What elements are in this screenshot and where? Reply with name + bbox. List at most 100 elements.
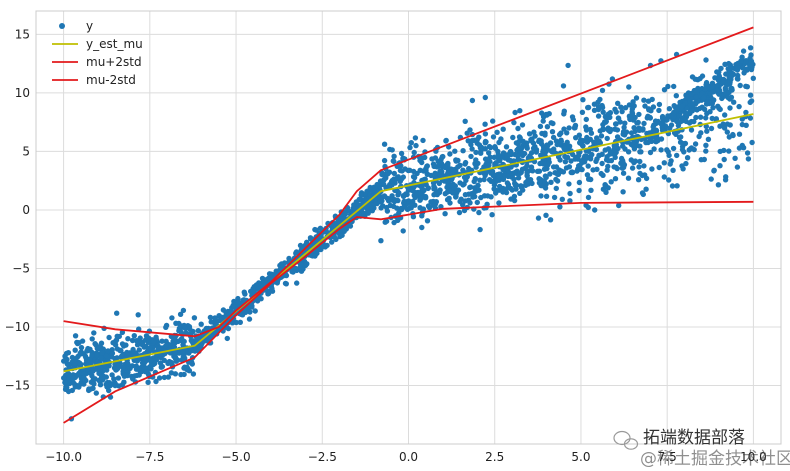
scatter-point — [191, 315, 198, 321]
line-mu-2std — [63, 26, 754, 338]
scatter-point — [92, 341, 98, 347]
scatter-point — [612, 121, 619, 127]
scatter-point — [231, 304, 238, 310]
scatter-point — [643, 186, 649, 192]
scatter-point — [398, 205, 404, 212]
scatter-point — [500, 174, 507, 180]
scatter-point — [471, 189, 477, 196]
scatter-point — [498, 136, 504, 142]
line-mu-2std — [63, 200, 754, 424]
scatter-point — [576, 152, 582, 159]
watermark-line2: @稀土掘金技术社区 — [640, 449, 790, 469]
scatter-point — [621, 124, 627, 131]
scatter-point — [396, 190, 402, 196]
scatter-point — [703, 148, 709, 154]
scatter-point — [290, 267, 296, 274]
scatter-point — [163, 338, 169, 344]
scatter-point — [617, 119, 623, 125]
scatter-point — [620, 170, 627, 176]
scatter-point — [145, 379, 151, 385]
scatter-point — [721, 156, 727, 163]
scatter-point — [540, 118, 546, 124]
scatter-point — [553, 176, 559, 183]
scatter-point — [212, 315, 218, 321]
scatter-point — [246, 316, 253, 322]
scatter-point — [715, 182, 722, 188]
scatter-point — [515, 175, 522, 181]
scatter-point — [168, 370, 175, 376]
scatter-point — [90, 385, 96, 391]
watermark: 拓端数据部落 @稀土掘金技术社区 — [613, 428, 790, 469]
scatter-point — [553, 138, 560, 144]
scatter-point — [493, 160, 499, 166]
scatter-point — [114, 310, 120, 316]
x-tick-label: 0.0 — [399, 450, 418, 464]
scatter-point — [703, 57, 709, 63]
scatter-point — [72, 347, 78, 353]
scatter-point — [661, 174, 667, 180]
scatter-point — [730, 71, 737, 78]
scatter-point — [576, 179, 583, 186]
scatter-point — [599, 87, 606, 94]
scatter-point — [649, 166, 655, 172]
scatter-point — [461, 181, 467, 187]
scatter-point — [237, 319, 243, 325]
scatter-point — [569, 169, 576, 176]
scatter-point — [515, 125, 521, 132]
scatter-point — [515, 157, 521, 163]
scatter-point — [131, 333, 137, 339]
scatter-point — [76, 360, 83, 366]
scatter-point — [94, 352, 100, 358]
scatter-point — [145, 339, 151, 345]
scatter-point — [561, 145, 567, 151]
scatter-point — [504, 180, 511, 186]
scatter-point — [620, 160, 626, 166]
scatter-point — [364, 188, 370, 195]
scatter-point — [538, 193, 544, 199]
scatter-point — [566, 125, 572, 131]
scatter-point — [656, 107, 662, 114]
scatter-point — [603, 118, 609, 125]
scatter-point — [418, 195, 424, 201]
scatter-point — [103, 381, 109, 387]
scatter-point — [89, 352, 95, 359]
scatter-point — [282, 280, 289, 287]
scatter-point — [518, 149, 525, 155]
scatter-point — [431, 202, 437, 209]
scatter-point — [188, 337, 194, 344]
scatter-point — [520, 138, 526, 144]
scatter-point — [701, 106, 708, 113]
scatter-point — [297, 264, 303, 271]
scatter-point — [139, 341, 145, 348]
scatter-point — [105, 348, 111, 354]
scatter-point — [97, 366, 103, 373]
scatter-point — [554, 171, 561, 177]
scatter-point — [710, 105, 716, 111]
scatter-point — [241, 289, 247, 295]
scatter-point — [612, 176, 619, 182]
scatter-point — [693, 89, 700, 95]
scatter-point — [653, 139, 659, 145]
scatter-point — [635, 177, 642, 183]
scatter-point — [61, 375, 67, 381]
scatter-point — [635, 119, 641, 126]
scatter-point — [622, 120, 628, 126]
scatter-point — [607, 149, 614, 155]
scatter-point — [119, 353, 125, 359]
scatter-point — [747, 92, 754, 98]
scatter-point — [737, 82, 743, 89]
scatter-point — [135, 312, 141, 318]
scatter-point — [422, 193, 429, 200]
scatter-point — [698, 157, 704, 163]
x-tick-label: −5.0 — [221, 450, 250, 464]
scatter-point — [468, 153, 474, 160]
scatter-point — [556, 131, 563, 138]
scatter-point — [444, 189, 450, 195]
scatter-point — [91, 330, 97, 336]
scatter-point — [393, 197, 399, 203]
scatter-point — [661, 160, 667, 166]
scatter-point — [637, 143, 643, 149]
scatter-point — [447, 151, 453, 157]
scatter-point — [585, 104, 591, 111]
